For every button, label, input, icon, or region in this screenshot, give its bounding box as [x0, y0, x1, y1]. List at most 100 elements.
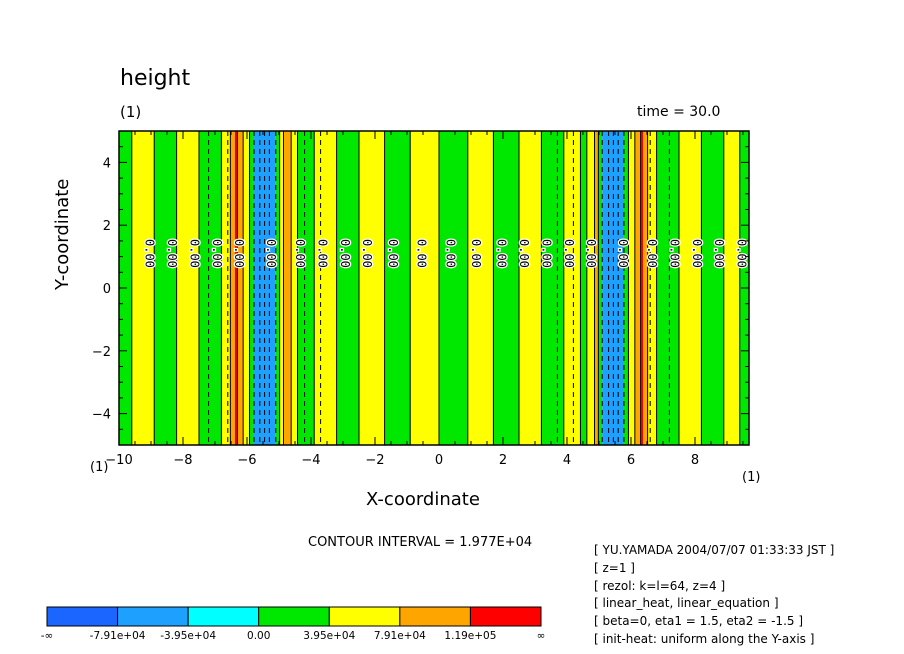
contour-band	[237, 131, 244, 445]
contour-band	[634, 131, 641, 445]
y-tick-label: −4	[92, 408, 111, 423]
y-tick-label: 0	[103, 282, 111, 297]
info-line: [ YU.YAMADA 2004/07/07 01:33:33 JST ]	[594, 543, 835, 557]
contour-band	[243, 131, 250, 445]
contour-value-label: 0.00	[735, 239, 749, 268]
contour-band	[384, 131, 411, 445]
contour-band	[221, 131, 231, 445]
info-line: [ z=1 ]	[594, 560, 635, 575]
colorbar-swatch	[328, 606, 401, 627]
colorbar-swatch	[187, 606, 260, 627]
contour-band	[586, 131, 595, 445]
contour-band	[656, 131, 679, 445]
contour-band	[176, 131, 199, 445]
chart-title: height	[120, 66, 191, 91]
contour-band	[628, 131, 635, 445]
info-line: [ init-heat: uniform along the Y-axis ]	[594, 631, 815, 646]
colorbar-label: 7.91e+04	[374, 630, 426, 642]
contour-band	[199, 131, 222, 445]
contour-band	[580, 131, 587, 445]
y-tick-label: −2	[92, 345, 111, 360]
contour-band	[493, 131, 519, 445]
colorbar-swatch	[46, 606, 119, 627]
contour-value-label: 0.00	[539, 239, 553, 268]
contour-band	[598, 131, 603, 445]
contour-band	[723, 131, 740, 445]
contour-value-label: 0.00	[338, 239, 352, 268]
contour-interval-label: CONTOUR INTERVAL = 1.977E+04	[308, 535, 533, 550]
x-tick-label: −2	[365, 453, 384, 468]
contour-value-label: 0.00	[165, 239, 179, 268]
info-block: [ YU.YAMADA 2004/07/07 01:33:33 JST ] [ …	[594, 542, 834, 649]
contour-band	[154, 131, 177, 445]
contour-value-label: 0.00	[315, 239, 329, 268]
contour-value-label: 0.00	[232, 239, 246, 268]
contour-band	[701, 131, 724, 445]
contour-band	[467, 131, 494, 445]
contour-value-label: 0.00	[143, 239, 157, 268]
colorbar-label: -7.91e+04	[90, 630, 146, 642]
contour-band	[541, 131, 564, 445]
x-tick-label: −10	[105, 453, 132, 468]
colorbar-swatch	[258, 606, 330, 627]
y-tick-label: 2	[103, 219, 111, 234]
colorbar-label: -∞	[41, 630, 54, 642]
contour-band	[410, 131, 439, 445]
contour-band	[359, 131, 385, 445]
colorbar-swatch	[399, 606, 471, 627]
contour-value-label: 0.00	[187, 239, 201, 268]
contour-value-label: 0.00	[667, 239, 681, 268]
contour-band	[230, 131, 235, 445]
contour-band	[623, 131, 629, 445]
x-tick-label: 8	[691, 453, 699, 468]
info-line: [ linear_heat, linear_equation ]	[594, 596, 779, 611]
x-tick-label: 0	[435, 453, 443, 468]
contour-value-label: 0.00	[712, 239, 726, 268]
contour-band	[234, 131, 238, 445]
panel-label: (1)	[120, 103, 142, 121]
contour-band	[563, 131, 581, 445]
x-tick-label: 6	[627, 453, 635, 468]
contour-band	[519, 131, 542, 445]
contour-band	[647, 131, 657, 445]
x-tick-label: −8	[173, 453, 192, 468]
x-tick-label: 2	[499, 453, 507, 468]
contour-value-label: 0.00	[360, 239, 374, 268]
contour-band	[314, 131, 337, 445]
contour-value-label: 0.00	[645, 239, 659, 268]
colorbar-label: 3.95e+04	[303, 630, 355, 642]
info-line: [ rezol: k=l=64, z=4 ]	[594, 578, 726, 593]
colorbar-label: 0.00	[247, 630, 270, 642]
colorbar-label: 1.19e+05	[444, 630, 496, 642]
x-tick-label: 4	[563, 453, 571, 468]
contour-value-label: 0.00	[584, 239, 598, 268]
x-axis-unit-right: (1)	[742, 470, 761, 485]
x-axis-unit-left: (1)	[90, 460, 109, 475]
contour-band	[279, 131, 284, 445]
contour-value-label: 0.00	[264, 239, 278, 268]
contour-band	[283, 131, 292, 445]
contour-value-label: 0.00	[517, 239, 531, 268]
colorbar-label: ∞	[537, 630, 546, 642]
contour-band	[275, 131, 280, 445]
contour-band	[336, 131, 359, 445]
contour-band	[297, 131, 315, 445]
info-line: [ beta=0, eta1 = 1.5, eta2 = -1.5 ]	[594, 614, 804, 629]
y-tick-label: 4	[103, 156, 111, 171]
x-axis-label: X-coordinate	[366, 489, 480, 510]
colorbar-swatch	[469, 606, 542, 627]
contour-value-label: 0.00	[443, 239, 457, 268]
contour-band	[249, 131, 255, 445]
y-axis-label: Y-coordinate	[52, 178, 73, 290]
contour-value-label: 0.00	[386, 239, 400, 268]
contour-band	[594, 131, 599, 445]
contour-band	[679, 131, 702, 445]
contour-band	[291, 131, 298, 445]
contour-value-label: 0.00	[616, 239, 630, 268]
contour-band	[439, 131, 468, 445]
contour-band	[643, 131, 648, 445]
time-label: time = 30.0	[637, 104, 721, 120]
contour-value-label: 0.00	[469, 239, 483, 268]
contour-band	[640, 131, 644, 445]
